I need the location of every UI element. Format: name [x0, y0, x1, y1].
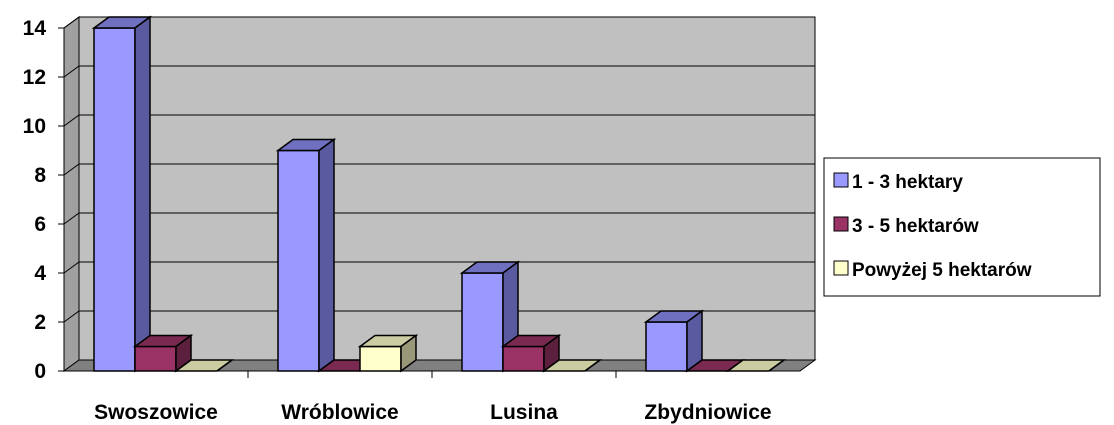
bar-side [134, 15, 151, 373]
y-tick-label: 14 [23, 17, 47, 40]
x-axis-labels: Swoszowice Wróblowice Lusina Zbydniowice [94, 401, 771, 424]
y-tick-label: 10 [23, 115, 46, 138]
bars [91, 15, 787, 373]
bar [91, 15, 153, 373]
legend-label: Powyżej 5 hektarów [852, 260, 1032, 281]
bar [725, 359, 787, 372]
gridline [63, 16, 815, 29]
legend-label: 1 - 3 hektary [852, 172, 963, 193]
bar [357, 334, 419, 373]
bar-side [584, 359, 601, 372]
y-tick-label: 6 [34, 213, 46, 236]
gridline [63, 114, 815, 127]
y-axis-ticks: 0 2 4 6 8 10 12 14 [23, 17, 47, 383]
bar [643, 309, 705, 373]
gridline [63, 212, 815, 225]
y-tick-label: 4 [34, 262, 46, 285]
legend-swatch [833, 260, 849, 276]
bar-side [318, 138, 335, 373]
bar-front [645, 321, 688, 372]
bar-front [461, 272, 504, 372]
legend: 1 - 3 hektary 3 - 5 hektarów Powyżej 5 hek… [823, 157, 1101, 297]
bar-front [502, 345, 545, 372]
gridline [63, 65, 815, 78]
y-tick-label: 12 [23, 66, 46, 89]
legend-swatch [833, 172, 849, 188]
bar [173, 359, 235, 372]
y-tick-label: 8 [34, 164, 46, 187]
bar-side [768, 359, 785, 372]
gridline [63, 163, 815, 176]
x-category-label: Lusina [490, 401, 558, 424]
bar-front [93, 27, 136, 372]
gridline [63, 310, 815, 323]
gridlines [63, 16, 815, 323]
plot-side-wall [63, 16, 80, 372]
bar-side [216, 359, 233, 372]
bar [275, 138, 337, 373]
bar-front [359, 345, 402, 372]
y-tick-label: 0 [34, 360, 46, 383]
bar-side [400, 334, 417, 373]
bar [541, 359, 603, 372]
legend-label: 3 - 5 hektarów [852, 216, 979, 237]
bar-front [134, 345, 177, 372]
x-category-label: Wróblowice [281, 401, 398, 424]
gridline [63, 261, 815, 274]
plot-back-wall [78, 16, 816, 361]
legend-box [823, 157, 1101, 297]
bar-front [277, 149, 320, 372]
legend-swatch [833, 216, 849, 232]
y-tick-label: 2 [34, 311, 46, 334]
x-category-label: Zbydniowice [644, 401, 771, 424]
x-category-label: Swoszowice [94, 401, 218, 424]
